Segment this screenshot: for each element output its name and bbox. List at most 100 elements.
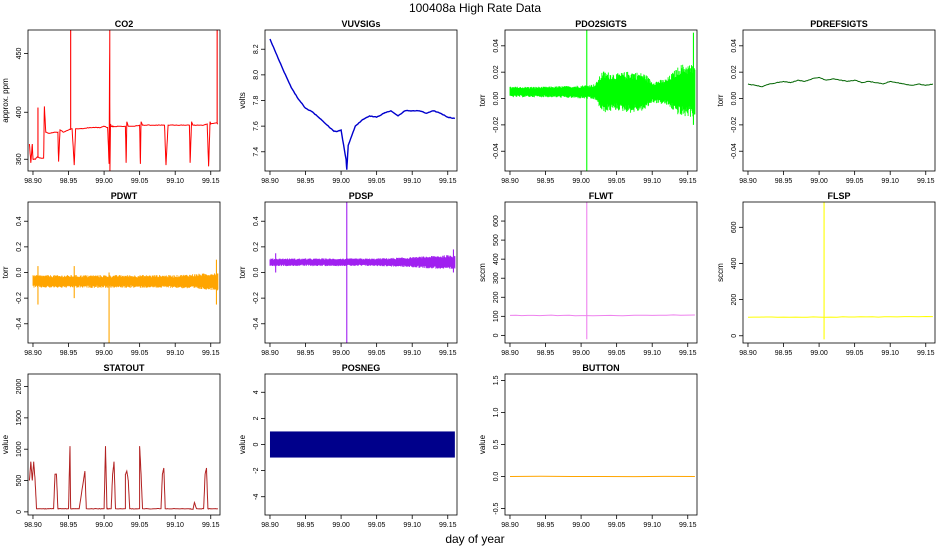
panel-vuvsigs: VUVSIGs volts 98.90 98.95 99.00 99.05 99.10 99.… <box>238 19 458 185</box>
y-tick-label: -0.04 <box>731 143 738 159</box>
x-tick-label: 99.00 <box>332 350 350 357</box>
x-tick-label: 99.05 <box>846 178 864 185</box>
plot-frame <box>27 373 221 516</box>
plot-frame <box>504 373 698 516</box>
panel-title: STATOUT <box>104 363 145 373</box>
plot-area <box>509 30 696 171</box>
y-tick-label: 450 <box>16 48 23 60</box>
y-tick-label: 7.6 <box>253 121 260 131</box>
x-tick-label: 99.15 <box>439 350 457 357</box>
panel-title: FLSP <box>827 191 850 201</box>
y-tick-label: 1500 <box>16 410 23 426</box>
panel-title: PDSP <box>349 191 374 201</box>
y-axis-label: value <box>1 434 10 454</box>
plot-area <box>509 202 695 340</box>
x-tick-label: 99.00 <box>95 350 113 357</box>
y-axis-label: torr <box>238 266 247 278</box>
y-tick-label: -0.04 <box>493 143 500 159</box>
series-line <box>509 314 695 317</box>
y-tick-label: 0 <box>493 333 500 337</box>
x-tick-label: 98.90 <box>261 522 279 529</box>
x-tick-label: 99.10 <box>881 350 899 357</box>
plot-area <box>747 202 933 340</box>
y-axis-label: torr <box>478 94 487 106</box>
plot-frame <box>264 201 458 344</box>
y-tick-label: 8.2 <box>253 44 260 54</box>
x-tick-label: 98.95 <box>60 350 78 357</box>
y-tick-label: 1.5 <box>493 375 500 385</box>
x-tick-label: 99.05 <box>131 522 149 529</box>
x-tick-label: 99.10 <box>403 522 421 529</box>
panel-co2: CO2 approx. ppm 98.90 98.95 99.00 99.05 99.10 9… <box>1 19 221 185</box>
y-tick-label: 0.5 <box>493 440 500 450</box>
plot-area <box>269 431 455 458</box>
x-tick-label: 99.10 <box>403 350 421 357</box>
y-tick-label: -4 <box>253 494 260 500</box>
panel-posneg: POSNEG value 98.90 98.95 99.00 99.05 99.10 99.1… <box>238 363 458 529</box>
y-axis-label: volts <box>238 92 247 108</box>
y-axis-label: torr <box>1 266 10 278</box>
y-tick-label: 0.02 <box>731 65 738 79</box>
y-tick-label: 0.0 <box>16 268 23 278</box>
y-tick-label: 0.00 <box>493 92 500 106</box>
y-tick-label: 0.02 <box>493 65 500 79</box>
x-tick-label: 99.15 <box>439 522 457 529</box>
y-axis-label: approx. ppm <box>1 78 10 123</box>
y-tick-label: 0.04 <box>493 39 500 53</box>
panel-title: BUTTON <box>582 363 619 373</box>
y-axis-label: sccm <box>716 263 725 282</box>
x-tick-label: 98.90 <box>501 350 519 357</box>
x-tick-label: 98.90 <box>261 178 279 185</box>
y-tick-label: 0.00 <box>731 92 738 106</box>
x-tick-label: 99.00 <box>95 522 113 529</box>
x-tick-label: 99.05 <box>368 522 386 529</box>
y-tick-label: 1.0 <box>493 407 500 417</box>
y-axis-label: sccm <box>478 263 487 282</box>
x-tick-label: 98.95 <box>537 178 555 185</box>
y-tick-label: -0.2 <box>16 292 23 304</box>
plot-frame <box>27 201 221 344</box>
series-noise <box>32 273 219 291</box>
panel-title: PDWT <box>111 191 138 201</box>
series-line <box>28 30 219 171</box>
panel-title: PDO2SIGTS <box>575 19 627 29</box>
x-tick-label: 98.90 <box>24 178 42 185</box>
y-tick-label: 2000 <box>16 379 23 395</box>
y-tick-label: 600 <box>731 221 738 233</box>
y-tick-label: 2 <box>253 416 260 420</box>
y-tick-label: 0.2 <box>253 242 260 252</box>
y-tick-label: 500 <box>16 475 23 487</box>
x-tick-label: 99.10 <box>166 350 184 357</box>
y-tick-label: 400 <box>493 253 500 265</box>
y-tick-label: 0 <box>731 334 738 338</box>
x-tick-label: 99.15 <box>917 178 935 185</box>
x-tick-label: 98.95 <box>60 522 78 529</box>
y-tick-label: -0.02 <box>731 117 738 133</box>
x-tick-label: 99.00 <box>572 522 590 529</box>
y-tick-label: 1000 <box>16 441 23 457</box>
y-tick-label: 0.4 <box>16 216 23 226</box>
x-tick-label: 99.05 <box>846 350 864 357</box>
series-line <box>269 38 456 170</box>
plot-area <box>747 76 934 88</box>
x-tick-label: 99.00 <box>810 178 828 185</box>
x-tick-label: 98.95 <box>297 178 315 185</box>
panel-title: POSNEG <box>342 363 381 373</box>
x-tick-label: 99.00 <box>95 178 113 185</box>
y-tick-label: 200 <box>731 294 738 306</box>
x-tick-label: 99.05 <box>608 178 626 185</box>
panel-flsp: FLSP sccm 98.90 98.95 99.00 99.05 99.10 99.15 0 2… <box>716 191 936 357</box>
x-tick-label: 99.15 <box>439 178 457 185</box>
y-tick-label: 0.04 <box>731 39 738 53</box>
series-noise <box>269 255 456 269</box>
series-line <box>28 446 218 511</box>
y-tick-label: 400 <box>16 106 23 118</box>
x-tick-label: 98.90 <box>501 522 519 529</box>
y-tick-label: 7.4 <box>253 147 260 157</box>
x-tick-label: 99.05 <box>608 522 626 529</box>
plot-area <box>32 259 219 343</box>
series-line <box>747 315 933 318</box>
panel-pdsp: PDSP torr 98.90 98.95 99.00 99.05 99.10 99.15 -0… <box>238 191 458 357</box>
panel-title: PDREFSIGTS <box>810 19 868 29</box>
